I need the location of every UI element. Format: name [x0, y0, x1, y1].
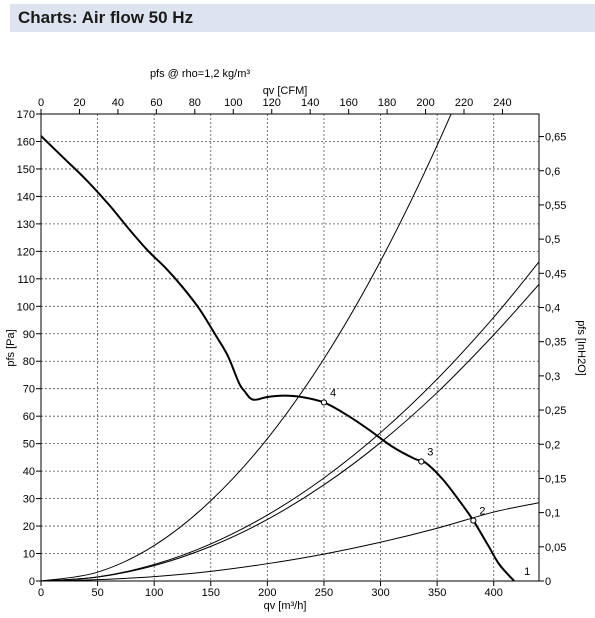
y-right-tick-label: 0,35: [545, 337, 566, 349]
system-curve-4: [41, 114, 452, 581]
x-bottom-tick-label: 200: [258, 587, 276, 599]
y-right-tick-label: 0: [545, 576, 551, 588]
x-bottom-tick-label: 400: [485, 587, 503, 599]
system-curve-1: [41, 502, 539, 581]
y-left-tick-label: 40: [23, 466, 35, 478]
x-top-tick-label: 180: [378, 97, 396, 109]
operating-point-4: [320, 399, 328, 406]
y-left-tick-label: 110: [17, 274, 35, 286]
x-top-tick-label: 140: [301, 97, 319, 109]
x-top-tick-label: 100: [224, 97, 242, 109]
operating-point-label-1: 1: [524, 566, 530, 578]
y-right-axis-label: pfs [InH2O]: [575, 320, 587, 376]
chart-title: pfs @ rho=1,2 kg/m³: [150, 68, 250, 80]
system-curve-3: [41, 261, 539, 581]
y-left-tick-label: 90: [23, 329, 35, 341]
x-bottom-tick-label: 300: [371, 587, 389, 599]
x-top-tick-label: 240: [493, 97, 511, 109]
x-bottom-tick-label: 350: [428, 587, 446, 599]
y-left-tick-label: 20: [23, 521, 35, 533]
y-right-tick-label: 0,2: [545, 439, 560, 451]
fan-curve: [41, 135, 515, 581]
y-right-tick-label: 0,25: [545, 405, 566, 417]
y-left-tick-label: 60: [23, 411, 35, 423]
x-bottom-tick-label: 0: [38, 587, 44, 599]
x-bottom-tick-label: 250: [315, 587, 333, 599]
y-right-tick-label: 0,1: [545, 508, 560, 520]
y-right-tick-label: 0,5: [545, 234, 560, 246]
system-curve-2: [41, 283, 539, 581]
operating-point-label-3: 3: [427, 447, 433, 459]
y-left-tick-label: 70: [23, 384, 35, 396]
operating-point-3: [418, 458, 425, 465]
y-right-tick-label: 0,6: [545, 166, 560, 178]
x-bottom-tick-label: 50: [91, 587, 103, 599]
curves-clipped: [41, 114, 539, 581]
y-left-tick-label: 10: [23, 549, 35, 561]
y-left-tick-label: 140: [17, 191, 35, 203]
x-bottom-tick-label: 100: [145, 587, 163, 599]
operating-point-label-4: 4: [330, 387, 336, 399]
operating-point-label-2: 2: [479, 506, 485, 518]
chart-grid: [41, 114, 539, 581]
operating-point-2: [470, 517, 477, 524]
y-left-tick-label: 170: [17, 109, 35, 121]
plot-frame: [40, 113, 540, 582]
y-left-tick-label: 80: [23, 356, 35, 368]
y-right-tick-label: 0,05: [545, 542, 566, 554]
x-top-tick-label: 160: [339, 97, 357, 109]
y-left-tick-label: 160: [17, 136, 35, 148]
x-top-tick-label: 200: [416, 97, 434, 109]
x-top-tick-label: 80: [189, 97, 201, 109]
x-top-tick-label: 60: [150, 97, 162, 109]
y-right-tick-label: 0,3: [545, 371, 560, 383]
y-right-tick-label: 0,15: [545, 473, 566, 485]
header-bar: Charts: Air flow 50 Hz: [10, 4, 595, 32]
y-left-tick-label: 150: [17, 164, 35, 176]
x-top-tick-label: 220: [455, 97, 473, 109]
chart-axes: 0102030405060708090100110120130140150160…: [17, 97, 567, 599]
y-left-tick-label: 120: [17, 246, 35, 258]
x-top-tick-label: 0: [38, 97, 44, 109]
x-top-tick-label: 20: [73, 97, 85, 109]
y-left-tick-label: 50: [23, 439, 35, 451]
y-left-tick-label: 100: [17, 301, 35, 313]
x-top-tick-label: 40: [112, 97, 124, 109]
x-bottom-axis-label: qv [m³/h]: [264, 600, 307, 612]
page-title: Charts: Air flow 50 Hz: [18, 8, 194, 27]
x-top-tick-label: 120: [263, 97, 281, 109]
y-right-tick-label: 0,4: [545, 303, 560, 315]
chart-curves: 1 2 3 4: [41, 114, 539, 581]
x-bottom-tick-label: 150: [202, 587, 220, 599]
y-left-axis-label: pfs [Pa]: [5, 329, 17, 366]
y-left-tick-label: 30: [23, 494, 35, 506]
x-top-axis-label: qv [CFM]: [263, 85, 308, 97]
y-right-tick-label: 0,65: [545, 132, 566, 144]
y-left-tick-label: 130: [17, 219, 35, 231]
y-right-tick-label: 0,45: [545, 268, 566, 280]
y-right-tick-label: 0,55: [545, 200, 566, 212]
y-left-tick-label: 0: [29, 576, 35, 588]
